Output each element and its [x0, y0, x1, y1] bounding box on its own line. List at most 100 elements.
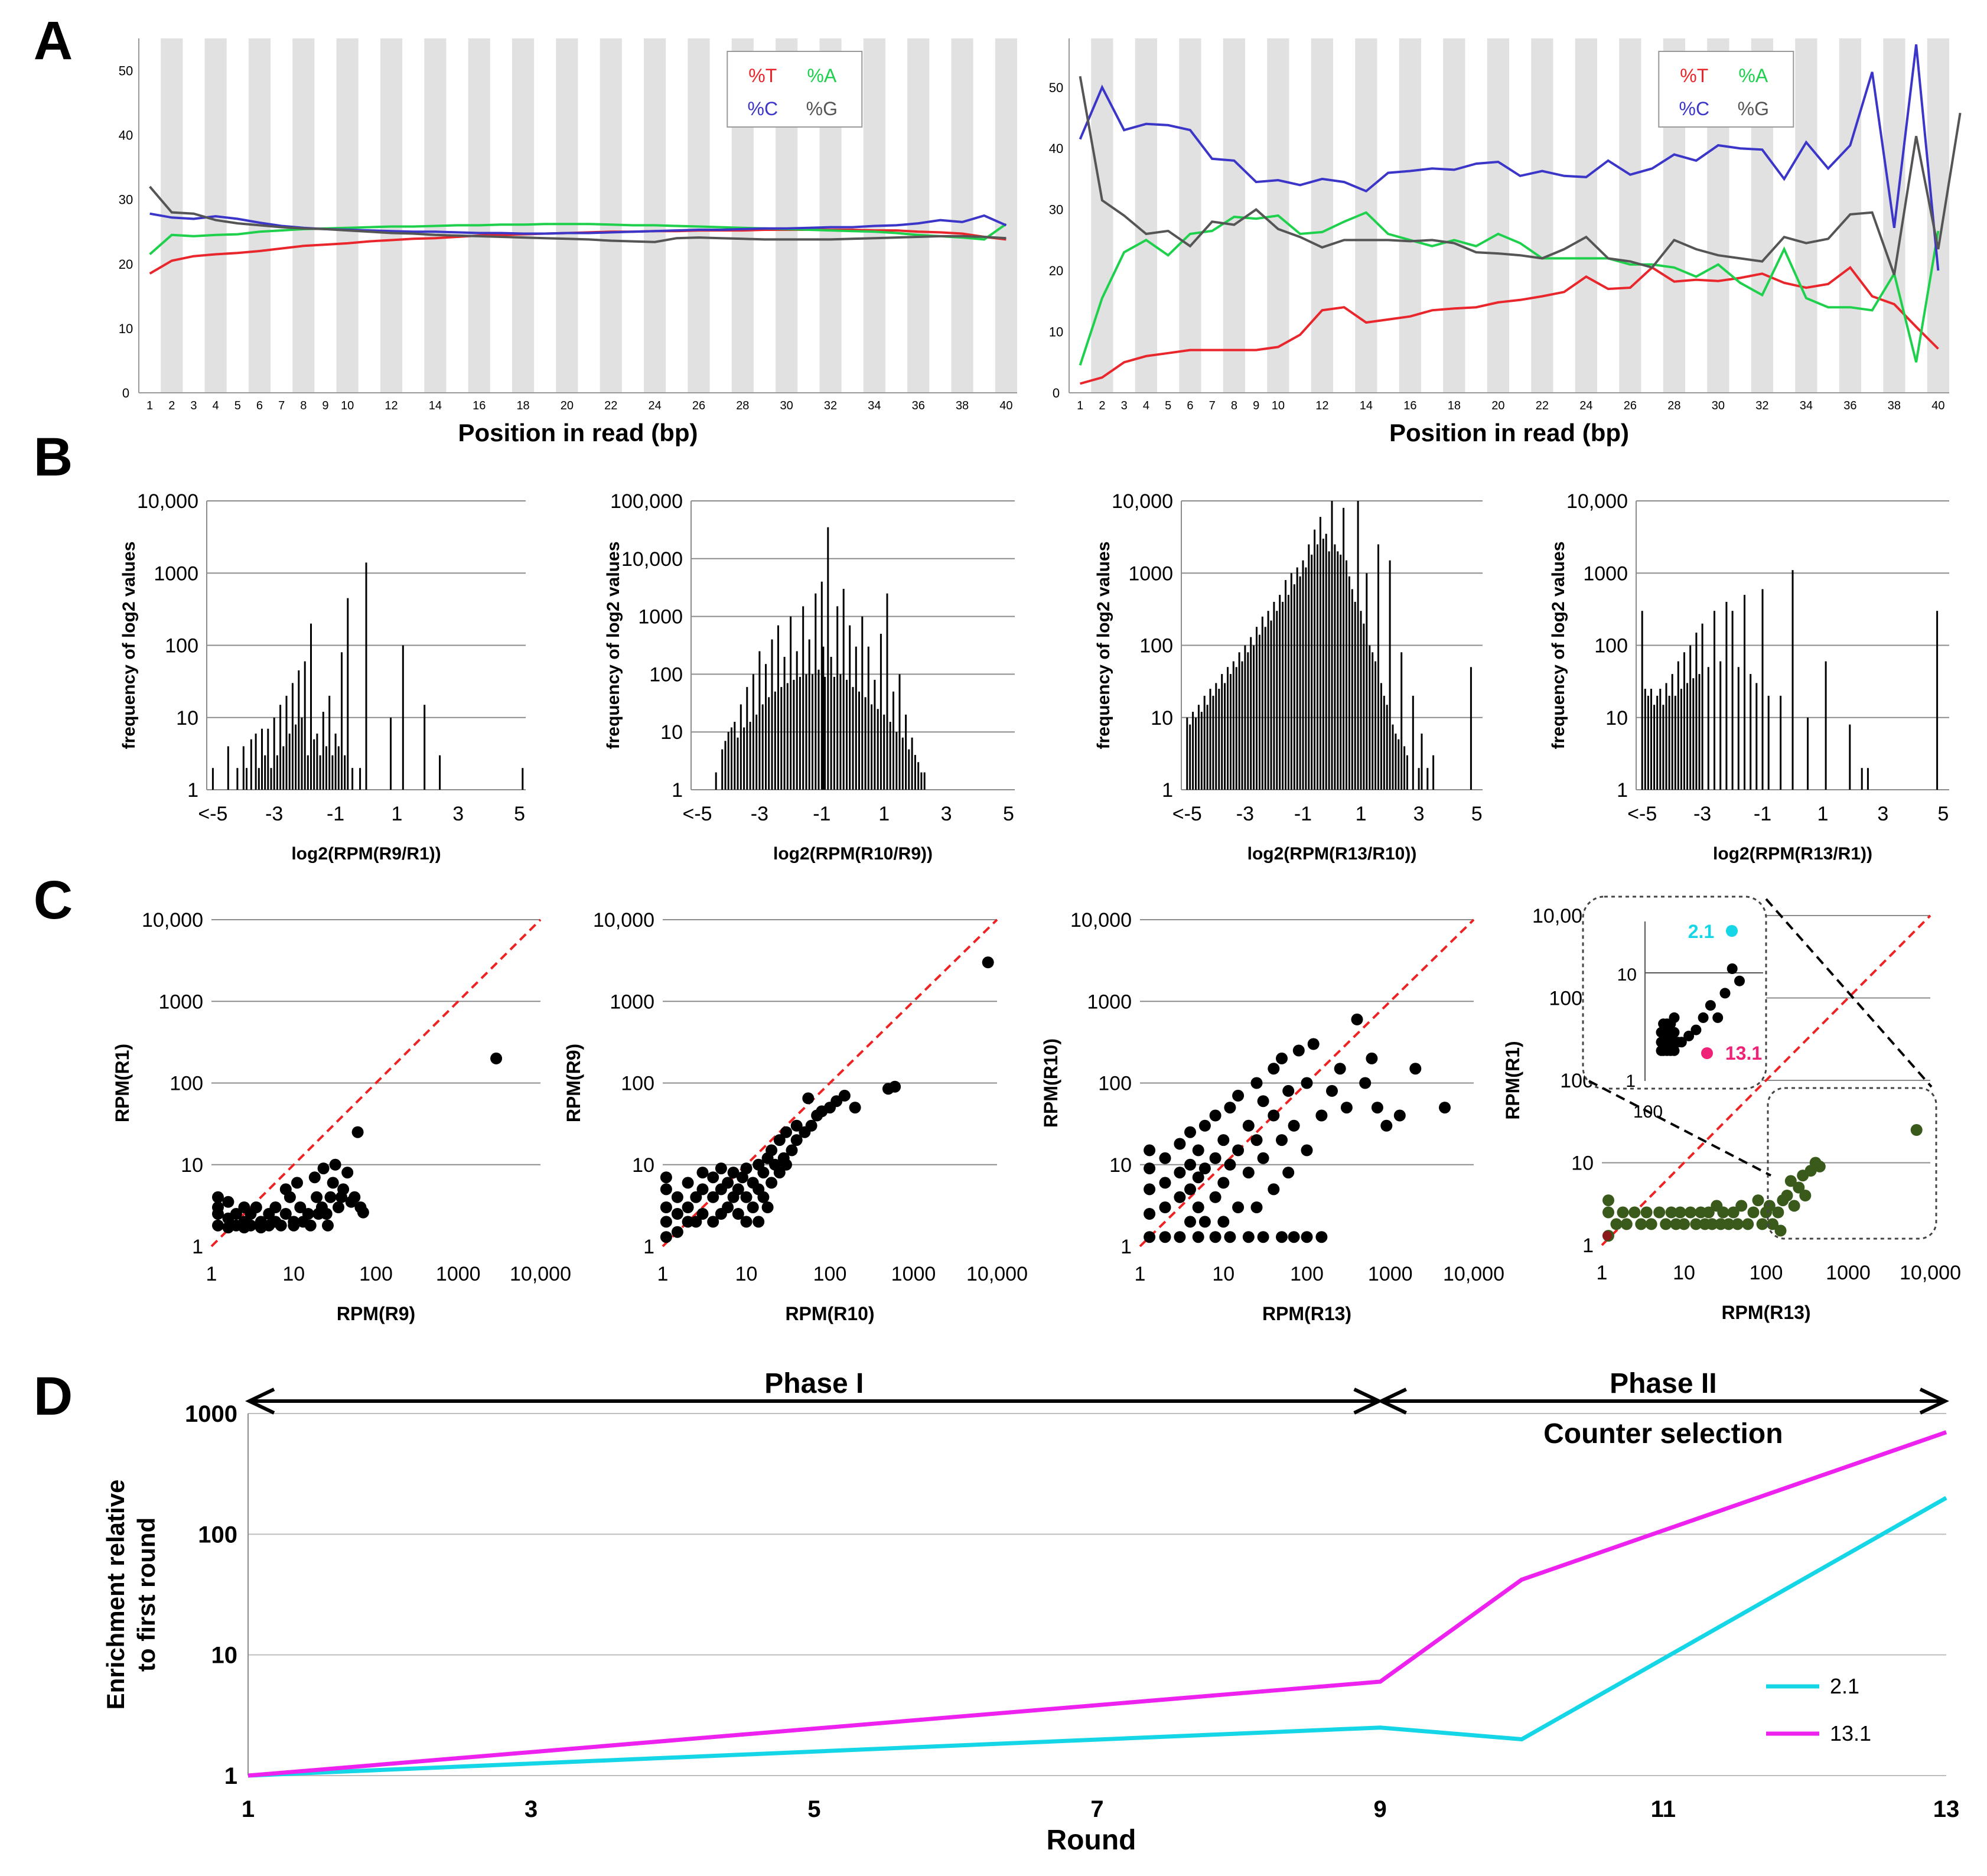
y-tick-label: 10,000	[137, 490, 198, 513]
legend-box	[727, 51, 863, 128]
scatter-point	[1232, 1144, 1245, 1157]
scatter-point	[1250, 1201, 1263, 1213]
histogram-bar	[1215, 683, 1217, 790]
histogram-bar	[261, 728, 263, 790]
scatter-point	[1767, 1218, 1778, 1230]
histogram-bar	[1780, 695, 1782, 790]
histogram-bar	[1395, 733, 1397, 790]
scatter-point	[1610, 1218, 1623, 1230]
legend-entry-g: %G	[806, 98, 838, 119]
histogram-bar	[1641, 611, 1643, 790]
position-band	[1223, 38, 1245, 393]
y-tick-label: 20	[1049, 263, 1063, 278]
scatter-point	[1742, 1218, 1754, 1230]
scatter-point	[1232, 1089, 1245, 1102]
histogram-bar	[749, 722, 751, 790]
x-tick-label: 6	[256, 399, 263, 412]
position-band	[1883, 38, 1905, 393]
y-tick-label: 100	[198, 1522, 237, 1548]
scatter-point	[317, 1162, 330, 1175]
series-line-a	[149, 223, 1007, 256]
histogram-bar	[1285, 580, 1286, 790]
x-tick-label: 12	[1315, 399, 1328, 412]
y-tick-label: 30	[119, 193, 133, 207]
y-tick-label: 1	[1120, 1236, 1132, 1258]
histogram-bar	[1360, 611, 1362, 790]
scatter-point	[740, 1162, 753, 1175]
inset-x-tick-label: 100	[1633, 1102, 1663, 1122]
scatter-point	[696, 1208, 709, 1220]
scatter-point	[1242, 1167, 1255, 1179]
panel-c-scatter-3: 1 10 100 1000 10,000 1 10 100 1000 10,000 RPM(R13)…	[1040, 909, 1504, 1324]
y-tick-label: 10,000	[1070, 909, 1132, 932]
inset-point	[1698, 1012, 1709, 1023]
x-tick-label: 10	[282, 1263, 305, 1285]
panel-b-histogram-4: 1 10 100 1000 10,000 <-5 -3 -1 1 3 5 log2(RPM(R13/R…	[1549, 490, 1949, 864]
scatter-point	[320, 1208, 333, 1220]
histogram-bar	[858, 691, 860, 790]
x-axis-label: Round	[1047, 1825, 1136, 1856]
histogram-bar	[270, 768, 272, 790]
y-axis-label: frequency of log2 values	[119, 542, 139, 750]
histogram-bar	[908, 749, 910, 790]
x-tick-label: 12	[385, 399, 398, 412]
scatter-point	[1366, 1052, 1378, 1064]
scatter-point	[1359, 1077, 1372, 1089]
y-tick-label: 40	[1049, 141, 1063, 156]
x-tick-label: 10,000	[1900, 1262, 1961, 1284]
inset-point-2-1	[1726, 925, 1738, 937]
histogram-bar	[799, 676, 801, 790]
position-band	[644, 38, 666, 393]
x-axis-label: log2(RPM(R10/R9))	[773, 844, 933, 864]
histogram-bar	[901, 737, 904, 790]
scatter-point	[1326, 1084, 1338, 1097]
scatter-point	[1813, 1160, 1826, 1172]
y-tick-label: 10	[632, 1154, 654, 1177]
scatter-point	[1735, 1200, 1748, 1212]
x-tick-label: 3	[190, 399, 197, 412]
x-tick-label: 10	[1212, 1263, 1234, 1285]
histogram-bar	[1311, 555, 1313, 790]
scatter-point	[1257, 1152, 1269, 1164]
position-band	[1399, 38, 1421, 393]
inset-point	[1669, 1012, 1680, 1023]
scatter-point	[222, 1196, 234, 1208]
x-tick-label: 5	[1937, 803, 1949, 825]
scatter-point	[351, 1126, 364, 1138]
x-tick-label: 13	[1933, 1796, 1960, 1822]
scatter-point	[1174, 1231, 1186, 1243]
scatter-point	[1439, 1102, 1451, 1114]
histogram-bar	[1701, 623, 1703, 790]
y-axis-label: frequency of log2 values	[1094, 542, 1113, 750]
histogram-bar	[1293, 584, 1295, 790]
x-tick-label: 24	[1579, 399, 1592, 412]
histogram-bar	[842, 588, 845, 790]
scatter-point	[1617, 1206, 1629, 1219]
histogram-bar	[1372, 652, 1374, 790]
x-tick-label: 40	[1931, 399, 1944, 412]
histogram-bar	[1695, 633, 1698, 790]
y-axis-label: RPM(R10)	[1040, 1038, 1061, 1128]
scatter-point	[1793, 1181, 1805, 1194]
scatter-point	[753, 1216, 765, 1228]
histogram-bar	[1331, 501, 1333, 790]
histogram-bar	[337, 746, 340, 790]
scatter-point	[1409, 1063, 1422, 1075]
scatter-point	[1602, 1206, 1614, 1219]
scatter-point	[1192, 1231, 1204, 1243]
scatter-point	[212, 1191, 224, 1203]
scatter-point	[660, 1171, 672, 1184]
scatter-point	[1174, 1167, 1186, 1179]
x-tick-label: 36	[1843, 399, 1856, 412]
x-tick-label: 18	[516, 399, 529, 412]
x-tick-label: 24	[648, 399, 661, 412]
histogram-bar	[1668, 695, 1670, 790]
inset-point	[1712, 1012, 1724, 1023]
series-line-c	[1079, 44, 1940, 271]
x-tick-label: 3	[452, 803, 464, 825]
scatter-point	[786, 1144, 798, 1157]
scatter-point	[1184, 1183, 1196, 1196]
histogram-bar	[267, 728, 269, 790]
histogram-bar	[424, 705, 426, 790]
scatter-point	[288, 1219, 300, 1232]
